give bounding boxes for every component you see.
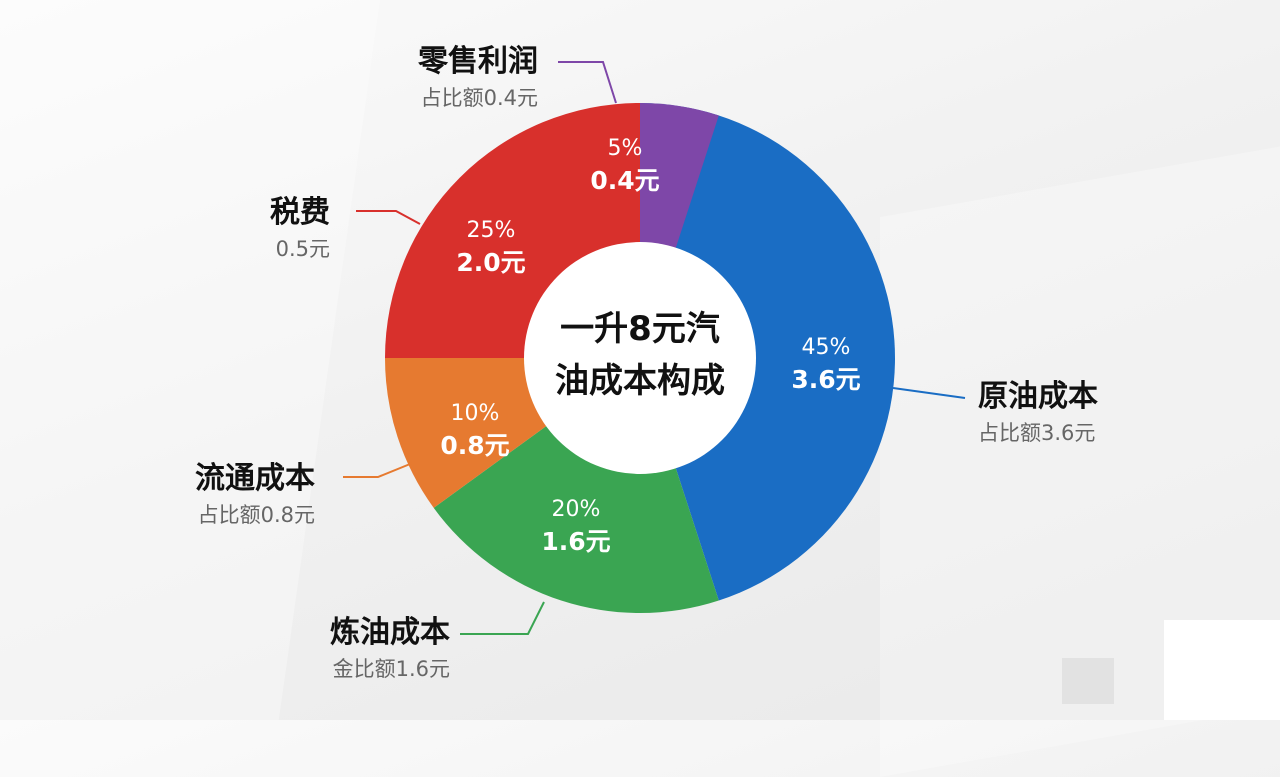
category-subtext: 占比额3.6元 xyxy=(978,421,1095,445)
donut-hole xyxy=(524,242,756,474)
category-subtext: 0.5元 xyxy=(276,237,330,261)
corner-block xyxy=(1062,658,1114,704)
center-title-line-2: 油成本构成 xyxy=(555,361,725,401)
inner-labels: 45% 3.6元 20% 1.6元 10% 0.8元 25% 2.0元 5% 0.4元 xyxy=(440,136,860,556)
slice-percent-label: 20% xyxy=(552,497,601,522)
slice-percent-label: 5% xyxy=(608,136,643,161)
category-subtext: 金比额1.6元 xyxy=(333,657,450,681)
category-name: 炼油成本 xyxy=(330,615,450,650)
category-name: 流通成本 xyxy=(195,461,315,496)
corner-block xyxy=(1164,620,1280,720)
slice-percent-label: 10% xyxy=(451,401,500,426)
slice-value-label: 3.6元 xyxy=(791,365,860,394)
category-name: 原油成本 xyxy=(978,379,1098,414)
category-name: 税费 xyxy=(270,195,330,230)
leader-line xyxy=(460,601,545,635)
slice-value-label: 1.6元 xyxy=(541,527,610,556)
slice-value-label: 0.8元 xyxy=(440,431,509,460)
slice-percent-label: 25% xyxy=(467,218,516,243)
leader-line xyxy=(558,61,617,104)
slice-value-label: 0.4元 xyxy=(590,166,659,195)
slice-0 xyxy=(640,103,896,601)
leader-line xyxy=(892,387,966,399)
leader-line xyxy=(356,210,421,225)
leader-line xyxy=(343,461,416,478)
leader-lines xyxy=(343,61,966,635)
category-subtext: 占比额0.4元 xyxy=(421,86,538,110)
category-name: 零售利润 xyxy=(418,44,538,79)
center-title-line-1: 一升8元汽 xyxy=(560,309,720,349)
slice-value-label: 2.0元 xyxy=(456,248,525,277)
slice-percent-label: 45% xyxy=(802,335,851,360)
category-subtext: 占比额0.8元 xyxy=(198,503,315,527)
